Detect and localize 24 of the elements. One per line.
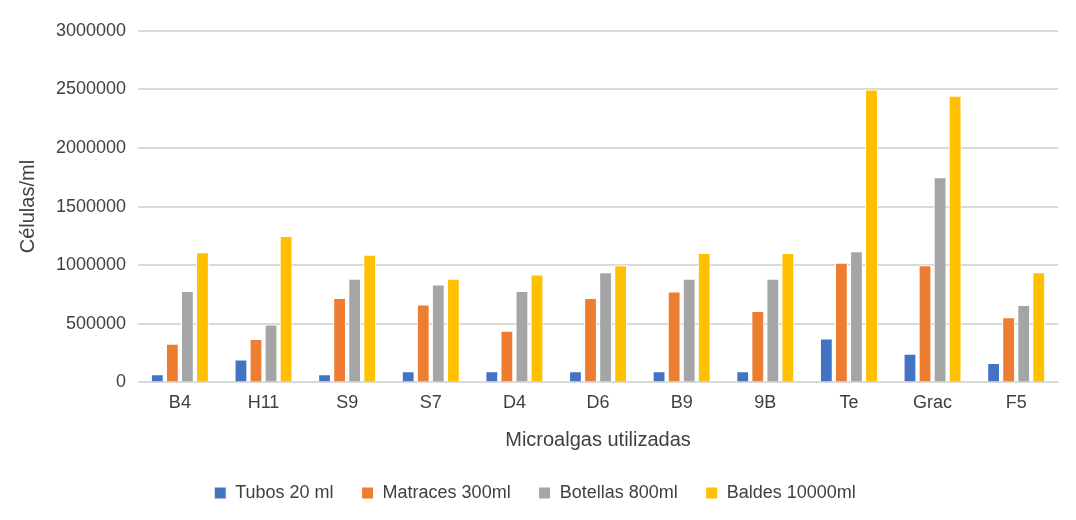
y-tick-label: 3000000	[56, 19, 127, 40]
x-tick-label: S9	[336, 392, 359, 413]
y-tick-label: 500000	[66, 312, 127, 333]
x-tick-label: Te	[839, 392, 859, 413]
legend-label: Baldes 10000ml	[726, 481, 856, 502]
x-tick-label: B4	[168, 392, 191, 413]
x-tick-label: D6	[586, 392, 610, 413]
y-tick-label: 1000000	[56, 254, 127, 275]
legend-label: Botellas 800ml	[559, 481, 678, 502]
x-tick-label: D4	[502, 392, 526, 413]
x-tick-label: B9	[670, 392, 693, 413]
x-tick-label: 9B	[754, 392, 777, 413]
y-tick-label: 2000000	[56, 136, 127, 157]
x-tick-label: F5	[1005, 392, 1027, 413]
y-tick-label: 2500000	[56, 78, 127, 99]
x-tick-label: S7	[419, 392, 442, 413]
x-tick-label: H11	[247, 392, 280, 413]
y-axis-title: Células/ml	[15, 159, 38, 254]
y-tick-label: 1500000	[56, 195, 127, 216]
x-axis-title: Microalgas utilizadas	[505, 427, 691, 450]
x-tick-label: Grac	[913, 392, 953, 413]
legend-label: Matraces 300ml	[382, 481, 511, 502]
y-tick-label: 0	[116, 371, 127, 392]
legend-label: Tubos 20 ml	[235, 481, 334, 502]
